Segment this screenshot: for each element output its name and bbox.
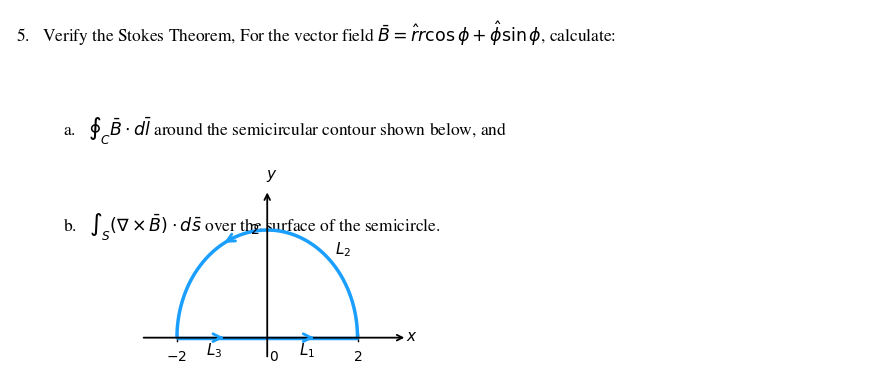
Text: $-2$: $-2$ bbox=[167, 350, 188, 363]
Text: 5.   Verify the Stokes Theorem, For the vector field $\bar{B} = \hat{r}r\cos\phi: 5. Verify the Stokes Theorem, For the ve… bbox=[16, 19, 616, 48]
Text: $L_2$: $L_2$ bbox=[335, 240, 351, 259]
Text: $2$: $2$ bbox=[353, 350, 362, 363]
Text: a.   $\oint_C \bar{B} \cdot d\bar{l}$ around the semicircular contour shown belo: a. $\oint_C \bar{B} \cdot d\bar{l}$ arou… bbox=[63, 115, 507, 146]
Text: $2$: $2$ bbox=[250, 223, 259, 237]
Text: b.   $\int_S (\nabla \times \bar{B}) \cdot d\bar{s}$ over the surface of the sem: b. $\int_S (\nabla \times \bar{B}) \cdot… bbox=[63, 211, 441, 242]
Text: $y$: $y$ bbox=[266, 168, 277, 184]
Text: $L_3$: $L_3$ bbox=[206, 341, 223, 360]
Text: $0$: $0$ bbox=[269, 350, 279, 363]
Text: $x$: $x$ bbox=[406, 331, 417, 344]
Text: $L_1$: $L_1$ bbox=[299, 341, 315, 360]
